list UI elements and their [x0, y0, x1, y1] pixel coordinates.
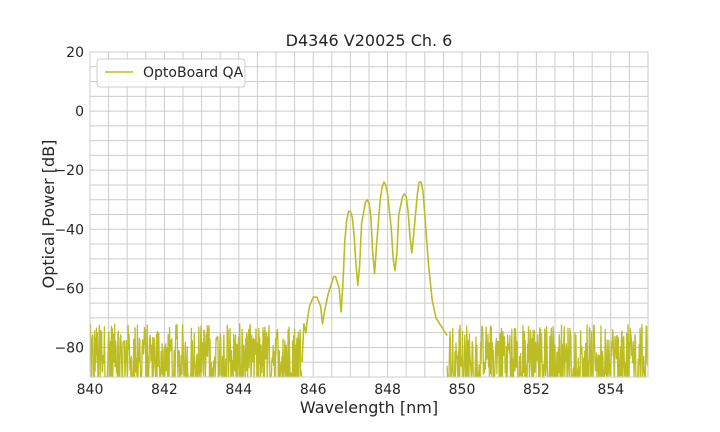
y-tick-label: −40	[54, 222, 84, 238]
y-tick-label: 20	[66, 45, 84, 61]
x-tick-label: 842	[151, 382, 178, 398]
x-tick-label: 848	[374, 382, 401, 398]
legend-label: OptoBoard QA	[143, 65, 244, 81]
y-tick-label: 0	[75, 104, 84, 120]
y-axis-label: Optical Power [dB]	[39, 140, 58, 289]
x-tick-label: 840	[77, 382, 104, 398]
grid	[89, 51, 649, 378]
y-tick-label: −80	[54, 340, 84, 356]
x-axis-label: Wavelength [nm]	[300, 398, 438, 417]
series-line-optoboard-qa	[301, 181, 448, 363]
x-tick-label: 852	[523, 382, 550, 398]
y-tick-labels: 20 0 −20 −40 −60 −80	[54, 45, 84, 356]
chart-title: D4346 V20025 Ch. 6	[286, 31, 453, 50]
plot-frame	[89, 51, 649, 378]
legend: OptoBoard QA	[96, 58, 246, 88]
x-tick-label: 844	[225, 382, 252, 398]
x-tick-label: 854	[597, 382, 624, 398]
x-tick-labels: 840 842 844 846 848 850 852 854	[77, 382, 625, 398]
x-tick-label: 850	[449, 382, 476, 398]
y-tick-label: −60	[54, 281, 84, 297]
y-tick-label: −20	[54, 163, 84, 179]
x-tick-label: 846	[300, 382, 327, 398]
series-layer	[301, 181, 448, 363]
legend-box	[96, 58, 246, 88]
